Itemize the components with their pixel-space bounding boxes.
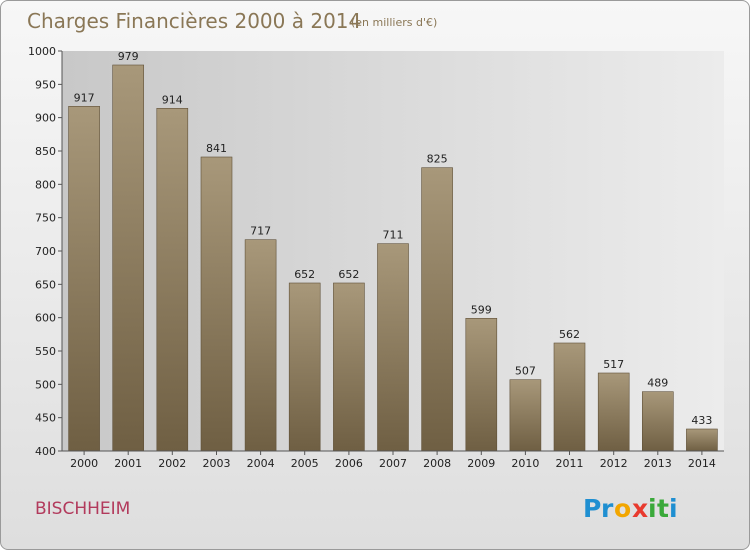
data-label: 433 [691, 414, 712, 427]
data-label: 517 [603, 358, 624, 371]
bar [553, 342, 586, 452]
x-tick-label: 2006 [335, 457, 363, 470]
y-tick-label: 450 [35, 412, 56, 425]
data-label: 979 [118, 50, 139, 63]
place-name: BISCHHEIM [35, 499, 130, 519]
y-tick-label: 900 [35, 112, 56, 125]
chart-title: Charges Financières 2000 à 2014 [27, 9, 361, 33]
data-label: 914 [162, 93, 183, 106]
svg-text:o: o [614, 494, 631, 523]
data-label: 917 [74, 91, 95, 104]
bar [244, 239, 277, 452]
data-label: 841 [206, 142, 227, 155]
y-tick-label: 950 [35, 78, 56, 91]
y-tick-label: 850 [35, 145, 56, 158]
y-tick-label: 650 [35, 278, 56, 291]
y-tick-label: 750 [35, 212, 56, 225]
x-tick-label: 2013 [644, 457, 672, 470]
bar [333, 282, 365, 452]
x-tick-label: 2001 [114, 457, 142, 470]
bar [509, 379, 542, 452]
x-tick-label: 2011 [556, 457, 584, 470]
data-label: 825 [427, 153, 448, 166]
svg-text:i: i [669, 494, 678, 523]
bar [641, 391, 674, 452]
y-tick-label: 500 [35, 378, 56, 391]
data-label: 599 [471, 303, 492, 316]
bar [597, 372, 630, 452]
y-tick-label: 600 [35, 312, 56, 325]
bar [68, 106, 100, 452]
x-tick-label: 2009 [467, 457, 495, 470]
x-tick-label: 2014 [688, 457, 716, 470]
bar [686, 428, 718, 452]
bar [377, 243, 409, 452]
x-tick-label: 2007 [379, 457, 407, 470]
svg-text:r: r [601, 494, 614, 523]
bar [112, 64, 144, 452]
svg-text:i: i [648, 494, 657, 523]
x-tick-label: 2003 [203, 457, 231, 470]
data-label: 652 [294, 268, 315, 281]
bar [288, 282, 321, 452]
x-tick-label: 2010 [511, 457, 539, 470]
x-tick-label: 2004 [247, 457, 275, 470]
x-tick-label: 2012 [600, 457, 628, 470]
svg-text:t: t [657, 494, 669, 523]
y-tick-label: 1000 [28, 45, 56, 58]
bar [421, 167, 453, 452]
x-tick-label: 2005 [291, 457, 319, 470]
svg-text:P: P [583, 494, 601, 523]
bar [156, 108, 189, 452]
x-tick-label: 2008 [423, 457, 451, 470]
svg-text:x: x [632, 494, 648, 523]
chart-subtitle: (en milliers d'€) [351, 16, 437, 29]
x-tick-label: 2000 [70, 457, 98, 470]
data-label: 507 [515, 365, 536, 378]
y-tick-label: 800 [35, 178, 56, 191]
data-label: 489 [647, 377, 668, 390]
bar [200, 156, 233, 452]
proxiti-logo: P r o x i t i [583, 494, 678, 523]
y-tick-label: 550 [35, 345, 56, 358]
data-label: 711 [383, 229, 404, 242]
data-label: 562 [559, 328, 580, 341]
bar [465, 317, 498, 452]
data-label: 652 [338, 268, 359, 281]
y-tick-label: 700 [35, 245, 56, 258]
data-label: 717 [250, 225, 271, 238]
y-tick-label: 400 [35, 445, 56, 458]
x-tick-label: 2002 [158, 457, 186, 470]
